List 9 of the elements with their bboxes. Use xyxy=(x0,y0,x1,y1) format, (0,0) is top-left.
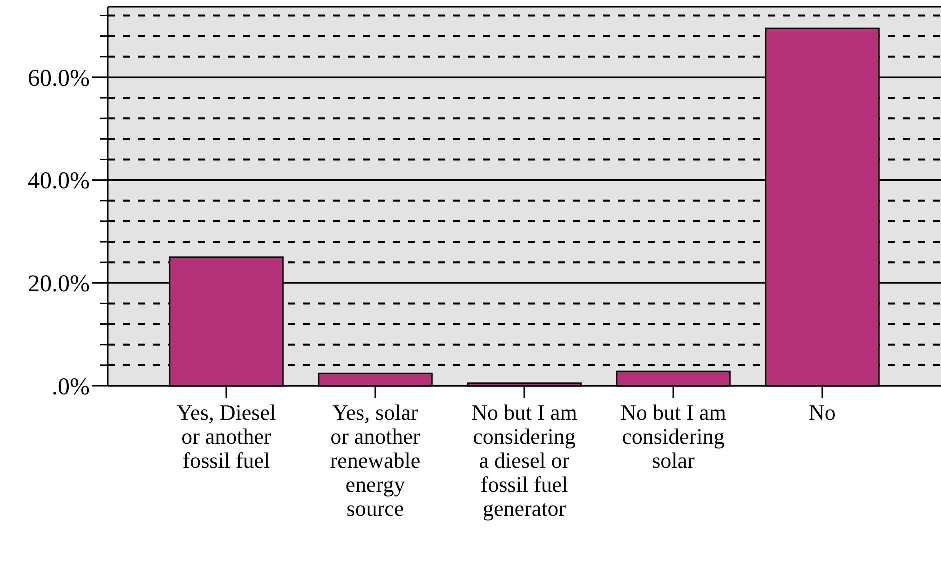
x-tick-label: No but I am considering solar xyxy=(620,400,726,473)
y-tick-label: .0% xyxy=(52,374,90,400)
x-tick-label: Yes, solar or another renewable energy source xyxy=(330,400,422,521)
x-tick-label: No but I am considering a diesel or fossil fuel generator xyxy=(472,400,578,521)
x-tick-label: No xyxy=(809,400,836,425)
y-tick-label: 20.0% xyxy=(28,272,90,298)
y-tick-label: 60.0% xyxy=(28,66,90,92)
x-tick-label: Yes, Diesel or another fossil fuel xyxy=(176,400,276,473)
y-tick-label: 40.0% xyxy=(28,168,90,195)
